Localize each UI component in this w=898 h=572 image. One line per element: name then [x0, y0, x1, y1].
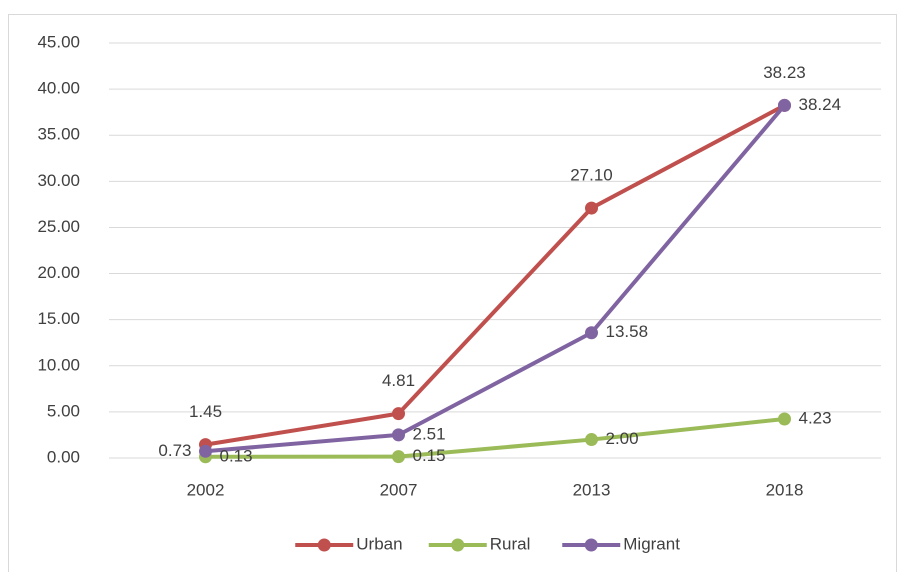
data-label: 38.23: [763, 63, 806, 82]
data-label: 2.00: [606, 429, 639, 448]
data-label: 4.81: [382, 371, 415, 390]
series-line: [205, 103, 786, 447]
data-label: 13.58: [606, 322, 649, 341]
marker: [199, 444, 212, 458]
legend-label: Rural: [490, 534, 531, 553]
y-tick-label: 30.00: [37, 171, 80, 190]
legend-marker: [451, 538, 465, 552]
y-tick-label: 20.00: [37, 263, 80, 282]
marker: [585, 326, 598, 340]
marker: [392, 407, 405, 421]
data-label: 27.10: [570, 166, 613, 185]
legend-marker: [584, 538, 598, 552]
marker: [392, 428, 405, 442]
data-label: 2.51: [413, 424, 446, 443]
y-tick-label: 35.00: [37, 125, 80, 144]
marker: [585, 201, 598, 215]
marker: [585, 433, 598, 447]
y-tick-label: 40.00: [37, 79, 80, 98]
x-tick-label: 2002: [187, 480, 225, 499]
y-tick-label: 15.00: [37, 309, 80, 328]
series-line: [205, 104, 787, 454]
data-label: 1.45: [189, 402, 222, 421]
marker: [778, 412, 791, 426]
y-tick-label: 45.00: [37, 32, 80, 51]
data-label: 38.24: [799, 95, 842, 114]
data-label: 0.15: [413, 446, 446, 465]
y-tick-label: 25.00: [37, 217, 80, 236]
x-tick-label: 2018: [766, 480, 804, 499]
legend-label: Urban: [356, 534, 402, 553]
chart-border: [8, 14, 897, 572]
data-label: 0.73: [158, 441, 191, 460]
x-tick-label: 2013: [573, 480, 611, 499]
data-label: 0.13: [220, 446, 253, 465]
series-line: [205, 417, 785, 459]
y-tick-label: 5.00: [47, 401, 80, 420]
legend-marker: [317, 538, 331, 552]
marker: [778, 98, 791, 112]
marker: [392, 450, 405, 464]
y-tick-label: 10.00: [37, 355, 80, 374]
data-label: 4.23: [799, 408, 832, 427]
y-tick-label: 0.00: [47, 447, 80, 466]
legend-label: Migrant: [623, 534, 680, 553]
x-tick-label: 2007: [380, 480, 418, 499]
